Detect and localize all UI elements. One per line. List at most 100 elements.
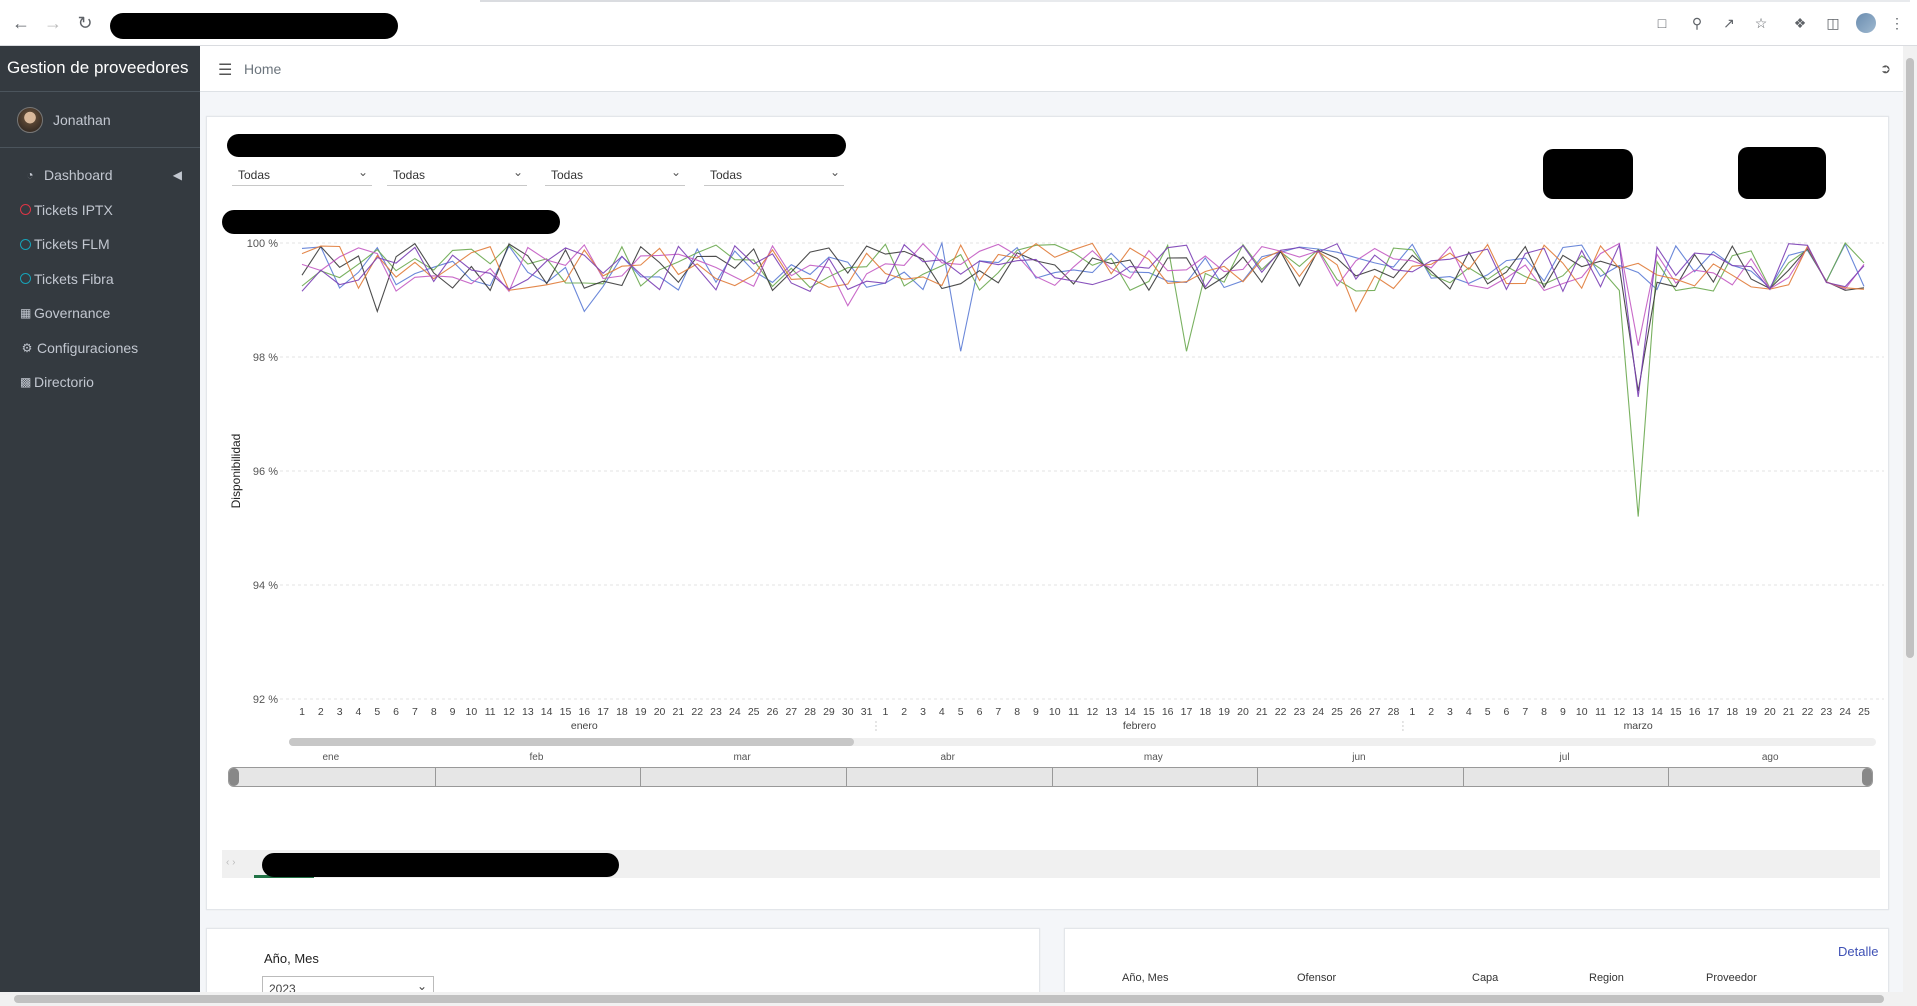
tachometer-icon: ◔ xyxy=(26,168,34,183)
x-tick-label: 24 xyxy=(729,706,741,718)
tab-nav-arrows-icon[interactable]: ‹ › xyxy=(226,857,236,868)
logout-icon[interactable]: ➲ xyxy=(1880,61,1891,76)
timeline-start-handle[interactable] xyxy=(229,768,239,786)
y-tick-label: 92 % xyxy=(253,694,278,706)
address-bar[interactable] xyxy=(110,13,398,39)
x-tick-label: 11 xyxy=(1595,706,1606,718)
filter-select-1[interactable]: Todas ⌄ xyxy=(232,164,372,186)
timeline-segment[interactable] xyxy=(1462,768,1464,786)
x-tick-label: 1 xyxy=(299,706,305,718)
sidebar: Gestion de proveedores Jonathan ◔ Dashbo… xyxy=(0,46,200,992)
sidebar-item-governance[interactable]: ▦ Governance xyxy=(0,296,200,331)
x-tick-label: 16 xyxy=(1162,706,1174,718)
sidebar-item-configuraciones[interactable]: ⚙ Configuraciones xyxy=(0,331,200,366)
column-header-anio-mes[interactable]: Año, Mes xyxy=(1122,972,1169,984)
menu-icon[interactable]: ⋮ xyxy=(1890,15,1904,31)
sidebar-item-label: Configuraciones xyxy=(37,339,139,356)
scroll-thumb[interactable] xyxy=(1906,58,1914,658)
filter-select-2[interactable]: Todas ⌄ xyxy=(387,164,527,186)
column-header-region[interactable]: Region xyxy=(1589,972,1624,984)
timeline-segment[interactable] xyxy=(1668,768,1670,786)
timeline-segment[interactable] xyxy=(1051,768,1053,786)
x-tick-label: 26 xyxy=(767,706,779,718)
x-tick-label: 1 xyxy=(1409,706,1415,718)
detalle-link[interactable]: Detalle xyxy=(1838,944,1879,959)
x-tick-label: 15 xyxy=(1143,706,1155,718)
sidebar-item-tickets-fibra[interactable]: Tickets Fibra xyxy=(0,262,200,297)
sidebar-item-tickets-flm[interactable]: Tickets FLM xyxy=(0,227,200,262)
scroll-thumb[interactable] xyxy=(289,738,854,746)
breadcrumb-home[interactable]: Home xyxy=(244,61,282,77)
x-tick-label: 14 xyxy=(1651,706,1663,718)
timeline-end-handle[interactable] xyxy=(1862,768,1872,786)
cogs-icon: ⚙ xyxy=(21,340,33,355)
x-tick-label: 6 xyxy=(977,706,983,718)
scroll-thumb[interactable] xyxy=(14,995,1884,1003)
timeline-segment[interactable] xyxy=(845,768,847,786)
x-tick-label: 6 xyxy=(393,706,399,718)
timeline-segment[interactable] xyxy=(1257,768,1259,786)
timeline-segment[interactable] xyxy=(434,768,436,786)
back-icon[interactable]: ← xyxy=(12,13,30,33)
chart-horizontal-scroll[interactable] xyxy=(289,738,1876,746)
x-tick-label: 10 xyxy=(1049,706,1061,718)
user-name[interactable]: Jonathan xyxy=(53,111,111,128)
filter-value: Todas xyxy=(710,168,743,182)
column-header-ofensor[interactable]: Ofensor xyxy=(1297,972,1337,984)
sidebar-item-directorio[interactable]: ▩ Directorio xyxy=(0,365,200,400)
translate-icon[interactable]: □ xyxy=(1657,15,1667,31)
x-tick-label: 12 xyxy=(503,706,515,718)
x-tick-label: 27 xyxy=(785,706,797,718)
side-panel-icon[interactable]: ◫ xyxy=(1826,15,1840,31)
brand-title[interactable]: Gestion de proveedores xyxy=(0,46,200,92)
redacted-kpi-1 xyxy=(1543,149,1633,199)
redacted-chart-title xyxy=(222,210,560,234)
reload-icon[interactable]: ↻ xyxy=(77,13,93,33)
x-tick-label: 20 xyxy=(1237,706,1249,718)
x-tick-label: 19 xyxy=(635,706,647,718)
chevron-left-icon[interactable]: ◀ xyxy=(172,168,182,183)
x-tick-label: 17 xyxy=(1181,706,1193,718)
sidebar-item-label: Governance xyxy=(34,305,111,322)
star-icon[interactable]: ☆ xyxy=(1754,15,1768,31)
x-tick-label: 14 xyxy=(1124,706,1136,718)
x-tick-label: 14 xyxy=(541,706,553,718)
sidebar-item-tickets-iptx[interactable]: Tickets IPTX xyxy=(0,193,200,228)
column-header-capa[interactable]: Capa xyxy=(1472,972,1499,984)
extensions-icon[interactable]: ❖ xyxy=(1793,15,1807,31)
tab-strip xyxy=(480,0,730,2)
x-tick-label: 11 xyxy=(1068,706,1079,718)
timeline-slicer[interactable] xyxy=(228,767,1873,787)
profile-icon[interactable] xyxy=(1856,13,1876,33)
zoom-icon[interactable]: ⚲ xyxy=(1691,15,1703,31)
sidebar-item-dashboard[interactable]: ◔ Dashboard ◀ xyxy=(0,158,200,193)
x-tick-label: 7 xyxy=(412,706,418,718)
vertical-scrollbar[interactable] xyxy=(1903,46,1917,992)
x-tick-label: 26 xyxy=(1350,706,1362,718)
x-tick-label: 20 xyxy=(654,706,666,718)
sidebar-nav: ◔ Dashboard ◀ Tickets IPTX Tickets FLM T… xyxy=(0,158,200,400)
share-icon[interactable]: ↗ xyxy=(1723,15,1735,31)
filter-value: Todas xyxy=(238,168,271,182)
filter-select-4[interactable]: Todas ⌄ xyxy=(704,164,844,186)
x-tick-label: 10 xyxy=(1576,706,1588,718)
timeline-segment[interactable] xyxy=(640,768,642,786)
y-tick-label: 98 % xyxy=(253,352,278,364)
x-tick-label: 11 xyxy=(485,706,496,718)
x-tick-label: 19 xyxy=(1745,706,1757,718)
horizontal-scrollbar[interactable] xyxy=(0,992,1917,1006)
filter-select-3[interactable]: Todas ⌄ xyxy=(545,164,685,186)
chevron-down-icon: ⌄ xyxy=(512,165,523,179)
series-line xyxy=(301,242,1865,313)
user-panel[interactable]: Jonathan xyxy=(0,92,200,148)
redacted-title xyxy=(227,134,846,157)
column-header-proveedor[interactable]: Proveedor xyxy=(1706,972,1757,984)
forward-icon[interactable]: → xyxy=(44,13,62,33)
timeline-month-label: may xyxy=(1143,752,1163,763)
y-tick-label: 94 % xyxy=(253,580,278,592)
chevron-down-icon: ⌄ xyxy=(357,165,368,179)
hamburger-icon[interactable]: ☰ xyxy=(218,62,233,79)
month-group-label: enero xyxy=(571,720,598,732)
x-tick-label: 7 xyxy=(1522,706,1528,718)
